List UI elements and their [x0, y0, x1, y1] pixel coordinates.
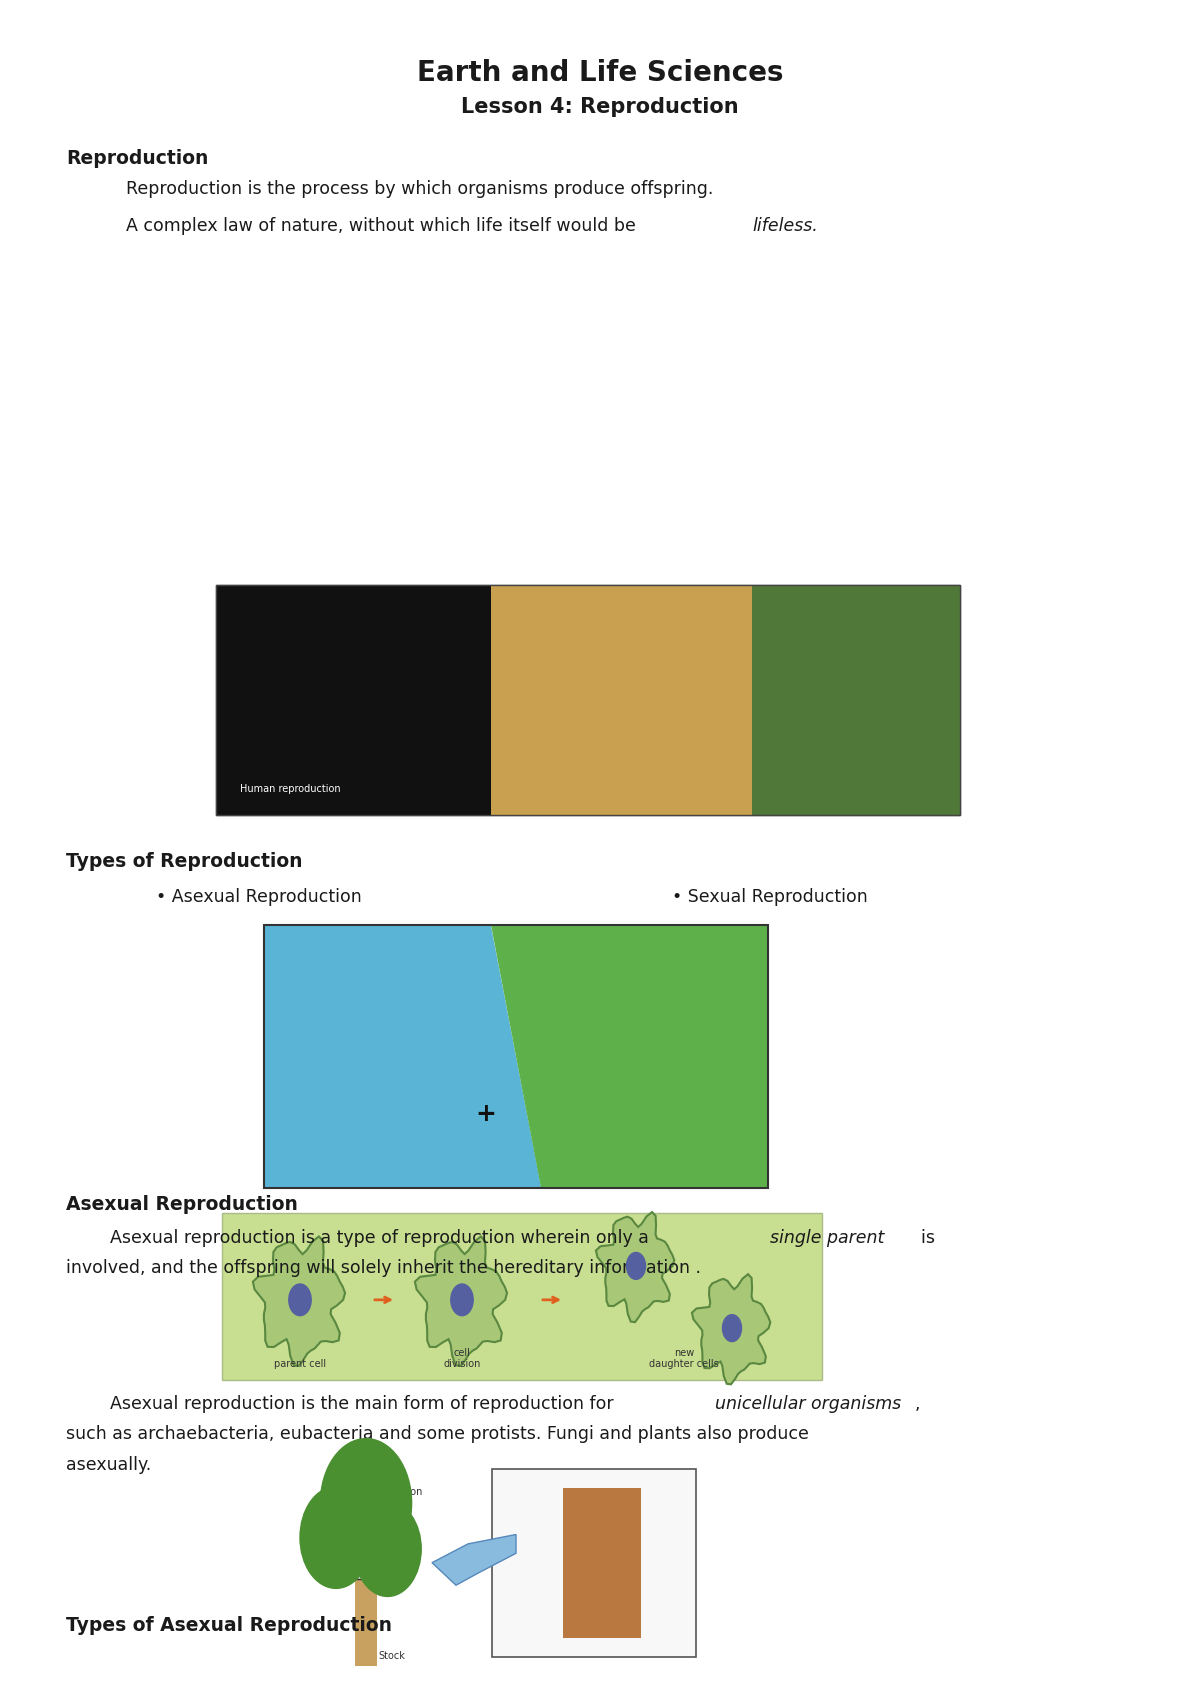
- Polygon shape: [596, 1212, 674, 1322]
- Text: parent cell: parent cell: [274, 1359, 326, 1369]
- Bar: [216, 585, 960, 815]
- Text: Asexual reproduction is the main form of reproduction for: Asexual reproduction is the main form of…: [66, 1395, 619, 1414]
- Polygon shape: [253, 1237, 346, 1366]
- Circle shape: [626, 1252, 646, 1280]
- Bar: [355, 1510, 377, 1666]
- Text: Asexual reproduction is a type of reproduction wherein only a: Asexual reproduction is a type of reprod…: [66, 1229, 654, 1247]
- Text: Human reproduction: Human reproduction: [240, 784, 341, 794]
- Text: single parent: single parent: [770, 1229, 884, 1247]
- Bar: [264, 925, 768, 1188]
- Circle shape: [451, 1285, 473, 1315]
- Text: lifeless.: lifeless.: [752, 217, 818, 236]
- Text: Earth and Life Sciences: Earth and Life Sciences: [416, 59, 784, 87]
- Bar: [216, 585, 491, 815]
- Bar: [240, 1446, 768, 1675]
- Circle shape: [354, 1502, 421, 1597]
- Text: Types of Asexual Reproduction: Types of Asexual Reproduction: [66, 1616, 392, 1634]
- Text: • Sexual Reproduction: • Sexual Reproduction: [672, 888, 868, 906]
- Bar: [222, 1213, 822, 1380]
- Text: A complex law of nature, without which life itself would be: A complex law of nature, without which l…: [126, 217, 641, 236]
- Text: cell
division: cell division: [443, 1347, 481, 1369]
- Circle shape: [300, 1487, 372, 1588]
- Bar: [216, 585, 960, 815]
- Text: Reproduction is the process by which organisms produce offspring.: Reproduction is the process by which org…: [126, 180, 713, 199]
- Text: Types of Reproduction: Types of Reproduction: [66, 852, 302, 871]
- Text: +: +: [475, 1103, 496, 1127]
- Text: Lesson 4: Reproduction: Lesson 4: Reproduction: [461, 97, 739, 117]
- Circle shape: [289, 1285, 311, 1315]
- Bar: [342, 1536, 390, 1578]
- Text: Scion: Scion: [396, 1487, 422, 1497]
- Text: asexually.: asexually.: [66, 1456, 151, 1475]
- Text: ,: ,: [914, 1395, 920, 1414]
- Text: such as archaebacteria, eubacteria and some protists. Fungi and plants also prod: such as archaebacteria, eubacteria and s…: [66, 1425, 809, 1444]
- Circle shape: [722, 1315, 742, 1342]
- Text: is: is: [910, 1229, 935, 1247]
- Bar: [492, 1468, 696, 1656]
- Text: new
daughter cells: new daughter cells: [649, 1347, 719, 1369]
- Bar: [491, 585, 751, 815]
- Text: • Asexual Reproduction: • Asexual Reproduction: [156, 888, 361, 906]
- Text: Stock: Stock: [378, 1651, 404, 1661]
- Text: involved, and the offspring will solely inherit the hereditary information .: involved, and the offspring will solely …: [66, 1259, 701, 1278]
- Circle shape: [320, 1439, 412, 1568]
- Text: Asexual Reproduction: Asexual Reproduction: [66, 1195, 298, 1213]
- Polygon shape: [491, 925, 768, 1188]
- Bar: [751, 585, 960, 815]
- Polygon shape: [415, 1237, 508, 1366]
- Polygon shape: [264, 925, 541, 1188]
- Polygon shape: [432, 1534, 516, 1585]
- Text: unicellular organisms: unicellular organisms: [715, 1395, 901, 1414]
- Bar: [564, 1488, 641, 1638]
- Text: Reproduction: Reproduction: [66, 149, 209, 168]
- Polygon shape: [692, 1274, 770, 1385]
